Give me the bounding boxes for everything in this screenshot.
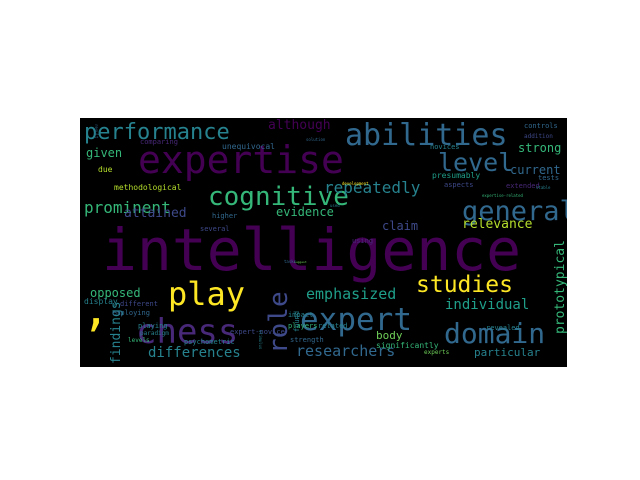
word-addition: addition (524, 133, 553, 140)
word-attained: attained (124, 206, 187, 221)
word-presumably: presumably (432, 171, 481, 180)
word-researchers: researchers (296, 342, 396, 360)
word-expertise-related: expertise-related (482, 193, 523, 198)
word-different: different (120, 300, 158, 308)
word-general: general (462, 196, 567, 227)
word-expert: expert (300, 302, 412, 338)
word-higher: higher (212, 212, 238, 220)
word-stimulus: stimulus (258, 330, 263, 350)
word-solution: solution (306, 137, 326, 142)
word-cloud: intelligence expertise abilities perform… (80, 118, 567, 367)
word-individual: individual (445, 297, 530, 313)
word-aspects: aspects (444, 181, 474, 189)
word-players: players (288, 322, 318, 330)
word-performance: performance (84, 120, 230, 145)
word-emphasized: emphasized (306, 285, 397, 303)
word-cognitive: cognitive (208, 182, 349, 212)
word-given: given (86, 146, 123, 160)
word-controls: controls (524, 122, 558, 130)
word-prototypical: prototypical (553, 240, 567, 334)
word-paradigm: paradigm (140, 330, 169, 337)
word-although: although (268, 118, 331, 133)
word-novices: novices (430, 143, 460, 151)
word-playing: playing (138, 322, 168, 330)
word-domain: domain (444, 317, 546, 350)
word-result: result (94, 124, 99, 139)
word-claim: claim (382, 219, 419, 233)
word-expert-novice: expert-novice (230, 328, 285, 336)
word-comma: , (82, 282, 110, 336)
word-relevance: relevance (462, 217, 533, 232)
word-related: related (318, 322, 348, 330)
word-suggest: suggest (294, 260, 307, 264)
word-extended: extended (506, 182, 540, 190)
word-current: current (510, 163, 561, 177)
word-evidence: evidence (276, 205, 334, 219)
word-stable: stable (536, 185, 551, 190)
word-levels: levels (128, 337, 150, 344)
word-repeatedly: repeatedly (324, 178, 421, 197)
word-level: level (438, 148, 514, 177)
word-chess: chess (136, 312, 239, 352)
word-opposed: opposed (90, 286, 141, 300)
word-strength: strength (290, 336, 324, 344)
word-using: using (352, 237, 374, 245)
word-impact: impact (288, 311, 314, 319)
word-body: body (376, 329, 403, 342)
word-play: play (168, 275, 246, 313)
word-significantly: significantly (376, 341, 439, 350)
word-display: display (84, 297, 118, 306)
word-intelligence: intelligence (102, 216, 522, 284)
word-methodological: methodological (114, 183, 182, 192)
word-psychometric: psychometric (184, 338, 235, 346)
word-employing: employing (112, 309, 150, 317)
word-revealed: revealed (486, 324, 520, 332)
word-strong: strong (518, 141, 562, 155)
word-several: several (200, 225, 230, 233)
word-prominent: prominent (84, 198, 171, 217)
word-differences: differences (148, 345, 241, 361)
word-tests: tests (538, 174, 560, 182)
word-used: used (330, 203, 340, 208)
word-comparing: comparing (140, 138, 178, 146)
word-studies: studies (416, 272, 513, 298)
word-expertise: expertise (138, 138, 344, 182)
word-abilities: abilities (345, 118, 508, 153)
word-due: due (98, 165, 113, 174)
word-experts: experts (424, 349, 450, 356)
word-tasks: tasks (284, 259, 297, 264)
word-development: development (342, 181, 369, 186)
word-unequivocal: unequivocal (222, 142, 275, 151)
word-particular: particular (474, 346, 541, 359)
